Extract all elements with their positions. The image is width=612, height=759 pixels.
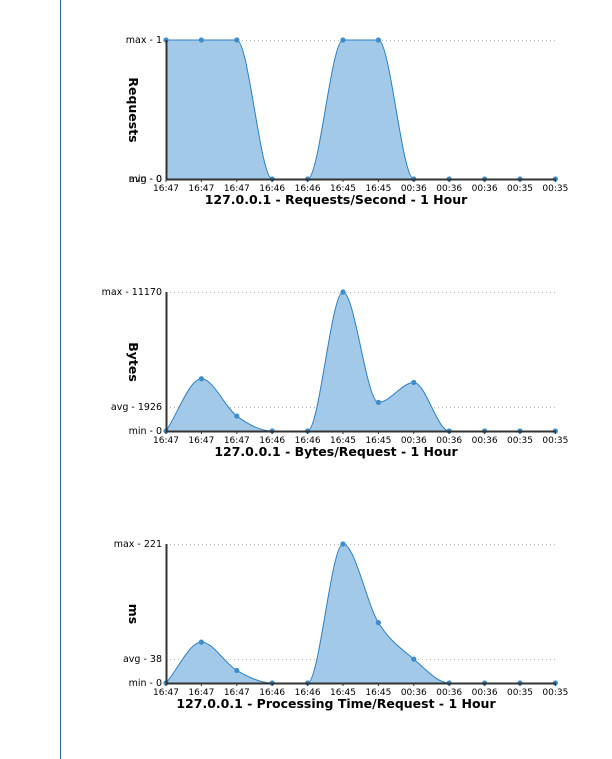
x-tick-label: 00:35 bbox=[507, 184, 533, 194]
reference-line-label: max - 1 bbox=[126, 35, 162, 46]
x-tick-label: 00:36 bbox=[472, 184, 498, 194]
x-tick-label: 16:46 bbox=[259, 184, 285, 194]
data-point bbox=[234, 413, 240, 419]
x-tick-label: 16:47 bbox=[188, 688, 214, 698]
reference-line-label: avg - 1926 bbox=[111, 402, 162, 413]
data-point bbox=[198, 639, 204, 645]
left-border-rule bbox=[60, 0, 61, 759]
x-tick-label: 00:36 bbox=[401, 436, 427, 446]
x-tick-label: 00:36 bbox=[436, 436, 462, 446]
chart-title: 127.0.0.1 - Requests/Second - 1 Hour bbox=[205, 192, 468, 207]
x-tick-label: 16:47 bbox=[153, 436, 179, 446]
x-tick-label: 16:45 bbox=[365, 184, 391, 194]
y-axis-title: Bytes bbox=[126, 342, 141, 382]
data-point bbox=[340, 37, 346, 43]
x-tick-label: 16:47 bbox=[224, 436, 250, 446]
x-tick-label: 16:46 bbox=[295, 436, 321, 446]
x-tick-label: 16:47 bbox=[188, 436, 214, 446]
reference-line-label: avg - 38 bbox=[123, 654, 162, 665]
y-axis-title: ms bbox=[126, 604, 141, 624]
chart-title: 127.0.0.1 - Processing Time/Request - 1 … bbox=[176, 696, 496, 711]
data-point bbox=[411, 379, 417, 386]
reference-line-label: min - 0 bbox=[129, 426, 162, 437]
data-point bbox=[198, 37, 204, 43]
x-tick-label: 16:45 bbox=[365, 436, 391, 446]
data-point bbox=[411, 656, 417, 662]
x-tick-label: 16:47 bbox=[153, 184, 179, 194]
x-tick-label: 00:36 bbox=[401, 184, 427, 194]
x-tick-label: 16:47 bbox=[153, 688, 179, 698]
chart-title: 127.0.0.1 - Bytes/Request - 1 Hour bbox=[214, 444, 458, 459]
y-axis-title: Requests bbox=[126, 77, 141, 142]
series-area bbox=[166, 292, 556, 431]
x-tick-label: 16:45 bbox=[330, 688, 356, 698]
x-tick-label: 00:36 bbox=[401, 688, 427, 698]
reference-line-label: min - 0 bbox=[129, 174, 162, 185]
data-point bbox=[234, 667, 240, 674]
data-point bbox=[375, 399, 381, 405]
reference-line-label: min - 0 bbox=[129, 678, 162, 689]
series-area bbox=[166, 544, 556, 683]
x-tick-label: 00:35 bbox=[542, 436, 568, 446]
x-tick-label: 16:46 bbox=[259, 688, 285, 698]
x-tick-label: 16:45 bbox=[365, 688, 391, 698]
x-tick-label: 00:36 bbox=[436, 688, 462, 698]
x-tick-label: 00:36 bbox=[472, 436, 498, 446]
reference-line-label: max - 11170 bbox=[102, 287, 162, 298]
data-point bbox=[375, 37, 381, 43]
x-tick-label: 00:36 bbox=[472, 688, 498, 698]
x-tick-label: 16:45 bbox=[330, 184, 356, 194]
reference-line-label: avg - 0 bbox=[129, 174, 162, 185]
data-point bbox=[198, 376, 204, 382]
x-tick-label: 16:46 bbox=[295, 688, 321, 698]
reference-line-label: max - 221 bbox=[114, 539, 162, 550]
x-tick-label: 16:47 bbox=[224, 688, 250, 698]
data-point bbox=[234, 37, 240, 43]
x-tick-label: 00:36 bbox=[436, 184, 462, 194]
x-tick-label: 00:35 bbox=[542, 184, 568, 194]
x-tick-label: 16:46 bbox=[259, 436, 285, 446]
data-point bbox=[340, 541, 346, 547]
x-tick-label: 00:35 bbox=[507, 436, 533, 446]
data-point bbox=[375, 620, 381, 626]
x-tick-label: 16:46 bbox=[295, 184, 321, 194]
series-area bbox=[166, 40, 556, 179]
x-tick-label: 16:47 bbox=[224, 184, 250, 194]
x-tick-label: 16:45 bbox=[330, 436, 356, 446]
x-tick-label: 16:47 bbox=[188, 184, 214, 194]
x-tick-label: 00:35 bbox=[507, 688, 533, 698]
x-tick-label: 00:35 bbox=[542, 688, 568, 698]
data-point bbox=[340, 289, 346, 295]
